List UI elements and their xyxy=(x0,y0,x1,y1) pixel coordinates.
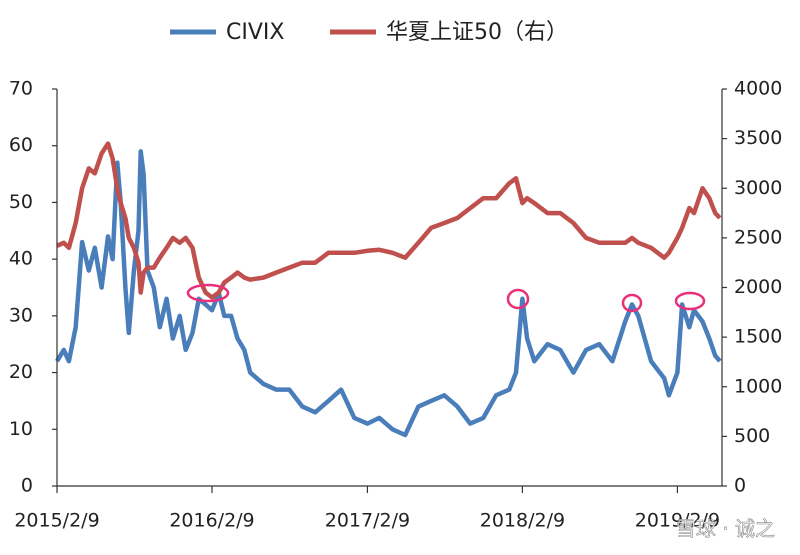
highlight xyxy=(674,291,706,311)
y-tick-label: 40 xyxy=(9,248,33,270)
watermark: 雪球 · 诚之 xyxy=(676,517,775,541)
legend-label: 华夏上证50（右） xyxy=(386,20,568,45)
y-tick-label: 60 xyxy=(9,134,33,156)
x-tick-label: 2015/2/9 xyxy=(14,510,99,532)
x-tick-label: 2018/2/9 xyxy=(480,510,565,532)
y2-tick-label: 500 xyxy=(734,425,770,447)
x-tick-label: 2017/2/9 xyxy=(325,510,410,532)
plot: 0 10 20 30 40 50 60 70 0 500 1000 1500 2000 2500 3000 3… xyxy=(9,20,783,532)
highlight xyxy=(186,283,230,303)
legend-label: CIVIX xyxy=(226,20,284,45)
y2-tick-label: 2000 xyxy=(734,276,782,298)
y2-tick-label: 2500 xyxy=(734,226,782,248)
y2-tick-label: 3000 xyxy=(734,177,782,199)
highlight-circles xyxy=(186,283,706,313)
y2-tick-label: 3500 xyxy=(734,127,782,149)
y2-tick-label: 0 xyxy=(734,475,746,497)
y2-tick-label: 4000 xyxy=(734,78,782,100)
y-tick-label: 20 xyxy=(9,361,33,383)
x-tick-label: 2016/2/9 xyxy=(169,510,254,532)
y2-tick-label: 1500 xyxy=(734,326,782,348)
y-tick-label: 10 xyxy=(9,418,33,440)
highlight xyxy=(506,288,530,310)
highlight xyxy=(621,293,643,313)
y-tick-label: 70 xyxy=(9,78,33,100)
series-line xyxy=(55,149,722,438)
y-tick-label: 0 xyxy=(21,475,33,497)
x-tick-label: 2019/2/9 xyxy=(635,510,720,532)
y-tick-label: 30 xyxy=(9,304,33,326)
y-tick-label: 50 xyxy=(9,191,33,213)
y2-tick-label: 1000 xyxy=(734,375,782,397)
series-line xyxy=(56,141,722,300)
